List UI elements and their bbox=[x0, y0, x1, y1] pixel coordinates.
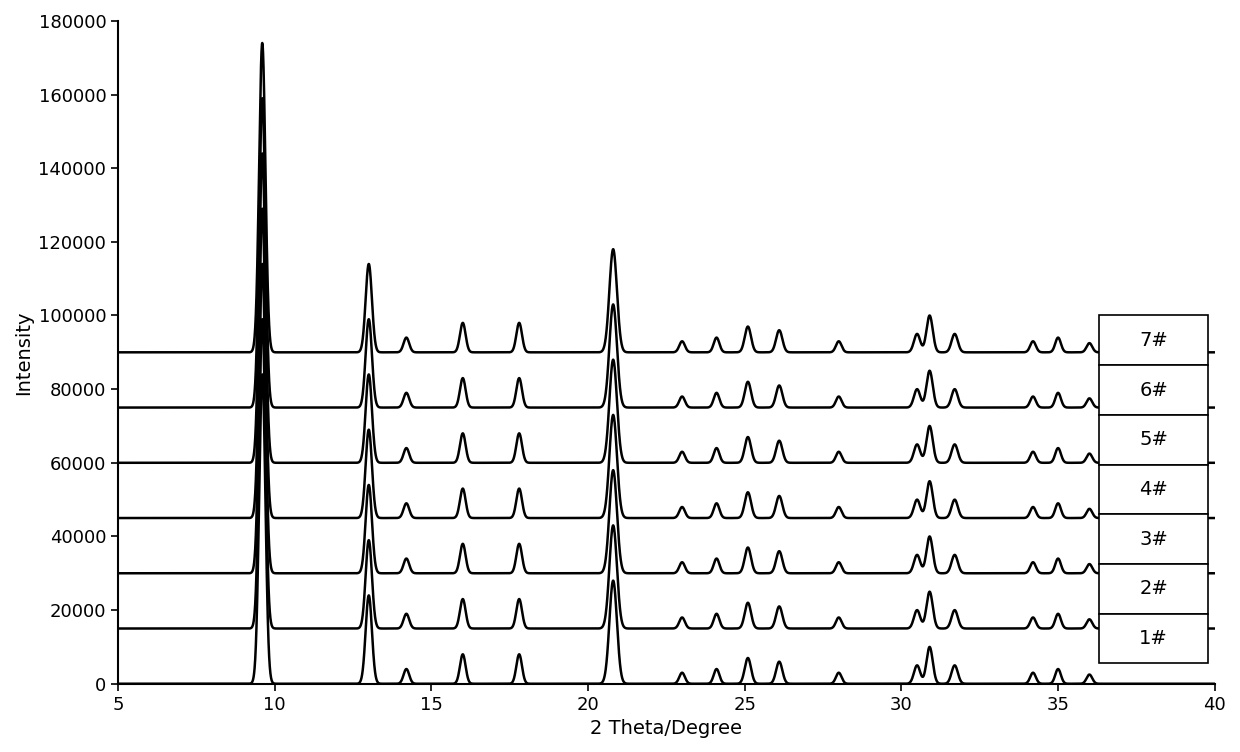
X-axis label: 2 Theta/Degree: 2 Theta/Degree bbox=[590, 719, 743, 738]
Bar bbox=[1099, 415, 1209, 465]
Bar bbox=[1099, 514, 1209, 564]
Text: 3#: 3# bbox=[1140, 529, 1168, 549]
Text: 5#: 5# bbox=[1140, 430, 1168, 449]
Text: 7#: 7# bbox=[1140, 331, 1168, 350]
Bar bbox=[1099, 614, 1209, 663]
Text: 1#: 1# bbox=[1140, 629, 1168, 648]
Text: 2#: 2# bbox=[1140, 580, 1168, 599]
Bar bbox=[1099, 465, 1209, 514]
Text: 6#: 6# bbox=[1140, 381, 1168, 399]
Y-axis label: Intensity: Intensity bbox=[14, 310, 33, 395]
Bar bbox=[1099, 564, 1209, 614]
Text: 4#: 4# bbox=[1140, 480, 1168, 499]
Bar bbox=[1099, 316, 1209, 365]
Bar bbox=[1099, 365, 1209, 415]
